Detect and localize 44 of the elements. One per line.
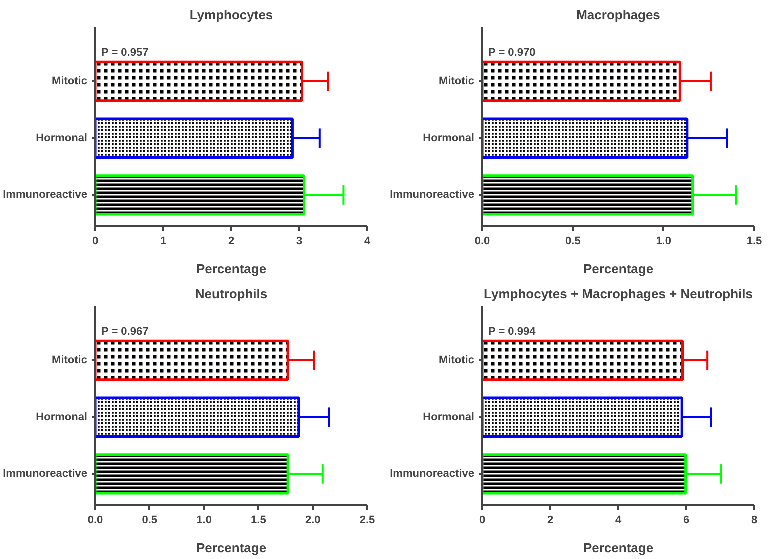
x-tick-label: 2 bbox=[547, 514, 554, 526]
x-axis-title: Percentage bbox=[196, 540, 267, 556]
x-axis-title: Percentage bbox=[196, 262, 267, 276]
x-tick-label: 1 bbox=[160, 236, 167, 248]
y-tick-label: Mitotic bbox=[52, 354, 88, 367]
y-tick-label: Immunoreactive bbox=[390, 468, 475, 480]
chart-title: Lymphocytes bbox=[190, 8, 274, 22]
y-tick-label: Hormonal bbox=[423, 411, 475, 424]
x-tick-label: 2.5 bbox=[360, 514, 376, 526]
annotation: P = 0.970 bbox=[488, 46, 536, 59]
y-tick-label: Mitotic bbox=[52, 76, 88, 88]
annotation: P = 0.957 bbox=[102, 46, 149, 59]
annotation: P = 0.994 bbox=[488, 326, 537, 338]
annotation: P = 0.967 bbox=[102, 326, 149, 338]
x-tick-label: 6 bbox=[683, 514, 690, 526]
x-tick-label: 0.0 bbox=[88, 514, 104, 526]
x-tick-label: 8 bbox=[751, 514, 758, 526]
x-tick-label: 1.5 bbox=[251, 514, 266, 526]
x-tick-label: 0.5 bbox=[566, 236, 581, 248]
x-tick-label: 4 bbox=[364, 236, 372, 248]
y-tick-label: Hormonal bbox=[36, 411, 88, 424]
chart-title: Macrophages bbox=[576, 8, 660, 22]
y-tick-label: Hormonal bbox=[36, 132, 88, 144]
x-tick-label: 1.5 bbox=[746, 236, 762, 248]
x-tick-label: 2.0 bbox=[305, 514, 321, 526]
x-tick-label: 2 bbox=[228, 236, 235, 248]
x-tick-label: 1.0 bbox=[656, 236, 672, 248]
y-tick-label: Hormonal bbox=[423, 132, 475, 144]
chart-title: Lymphocytes + Macrophages + Neutrophils bbox=[484, 286, 753, 302]
x-axis-title: Percentage bbox=[583, 262, 654, 276]
y-tick-label: Mitotic bbox=[439, 354, 475, 367]
x-tick-label: 0 bbox=[92, 236, 99, 248]
y-tick-label: Immunoreactive bbox=[3, 189, 88, 202]
y-tick-label: Immunoreactive bbox=[390, 189, 475, 202]
x-tick-label: 1.0 bbox=[196, 514, 212, 526]
x-axis-title: Percentage bbox=[583, 540, 654, 556]
y-tick-label: Mitotic bbox=[439, 76, 475, 88]
x-tick-label: 4 bbox=[615, 514, 622, 526]
chart-title: Neutrophils bbox=[195, 286, 268, 302]
x-tick-label: 3 bbox=[296, 236, 303, 248]
y-tick-label: Immunoreactive bbox=[3, 468, 88, 480]
x-tick-label: 0.0 bbox=[474, 236, 490, 248]
x-tick-label: 0 bbox=[479, 514, 486, 526]
x-tick-label: 0.5 bbox=[142, 514, 158, 526]
